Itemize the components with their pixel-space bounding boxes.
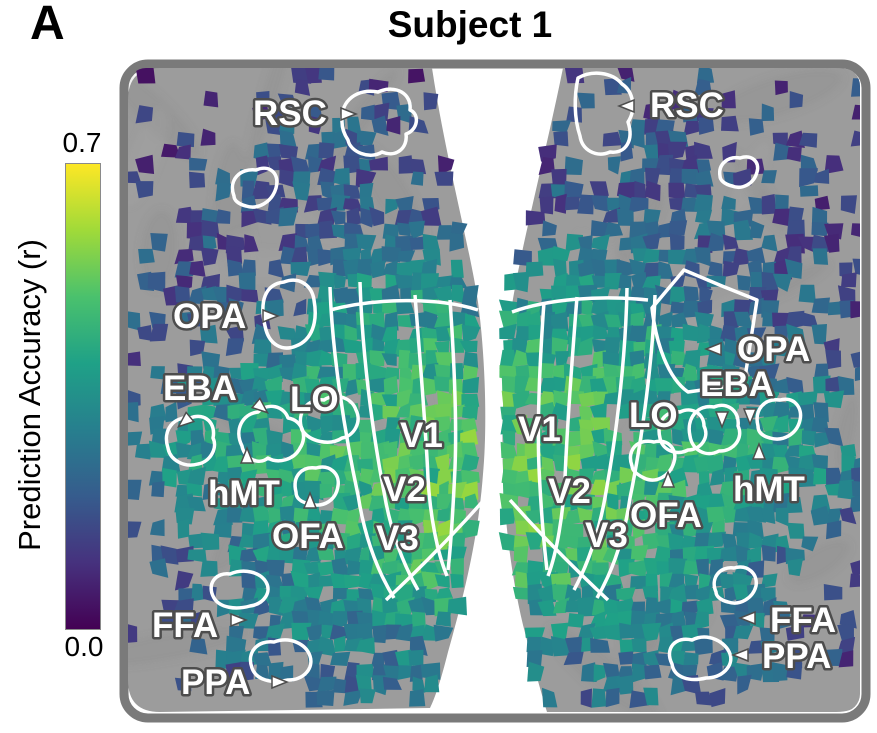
roi-label-v3-left: V3	[376, 519, 419, 558]
label-arrowhead	[340, 106, 359, 122]
figure-title: Subject 1	[387, 4, 553, 45]
visual-area-boundaries	[328, 281, 657, 602]
roi-label-ffa-right: FFA	[770, 601, 836, 640]
label-arrowhead	[737, 610, 756, 626]
roi-label-opa-left: OPA	[173, 297, 246, 336]
label-arrowhead	[239, 445, 255, 464]
roi-label-ofa-left: OFA	[272, 517, 344, 556]
colorbar-gradient	[65, 163, 101, 630]
label-arrowhead	[250, 397, 270, 414]
roi-label-hmt-right: hMT	[733, 470, 805, 509]
label-arrowhead	[262, 308, 281, 324]
roi-label-opa-right: OPA	[737, 330, 810, 369]
roi-label-ffa-left: FFA	[152, 606, 218, 645]
hemispheres	[128, 68, 860, 712]
label-arrowhead	[302, 490, 318, 509]
roi-label-lo-right: LO	[629, 396, 678, 435]
roi-label-ofa-right: OFA	[630, 496, 702, 535]
roi-label-rsc-left: RSC	[253, 94, 327, 133]
colorbar-min-tick: 0.0	[64, 631, 104, 662]
roi-outlines	[164, 71, 803, 684]
roi-label-rsc-right: RSC	[650, 86, 724, 125]
roi-label-lo-left: LO	[290, 380, 339, 419]
colorbar-max-tick: 0.7	[62, 127, 102, 158]
label-arrowhead	[742, 408, 758, 427]
label-arrowhead	[616, 98, 635, 114]
roi-label-eba-left: EBA	[163, 369, 237, 408]
colorbar-axis-label: Prediction Accuracy (r)	[12, 239, 47, 551]
roi-label-ppa-right: PPA	[762, 637, 831, 676]
label-arrowhead	[271, 674, 290, 690]
roi-label-v1-right: V1	[518, 410, 561, 449]
label-arrowhead	[751, 441, 767, 460]
roi-label-v1-left: V1	[400, 416, 443, 455]
roi-label-eba-right: EBA	[700, 365, 774, 404]
roi-label-hmt-left: hMT	[208, 474, 280, 513]
label-arrowhead	[176, 411, 196, 428]
label-arrowhead	[230, 612, 249, 628]
label-arrowhead	[703, 341, 722, 357]
roi-label-v3-right: V3	[585, 516, 628, 555]
roi-label-v2-right: V2	[548, 472, 591, 511]
label-arrowhead	[660, 469, 676, 488]
roi-label-v2-left: V2	[383, 470, 426, 509]
panel-label: A	[30, 0, 65, 50]
label-arrowhead	[730, 647, 749, 663]
label-arrowhead	[714, 411, 730, 430]
roi-label-ppa-left: PPA	[181, 663, 250, 702]
